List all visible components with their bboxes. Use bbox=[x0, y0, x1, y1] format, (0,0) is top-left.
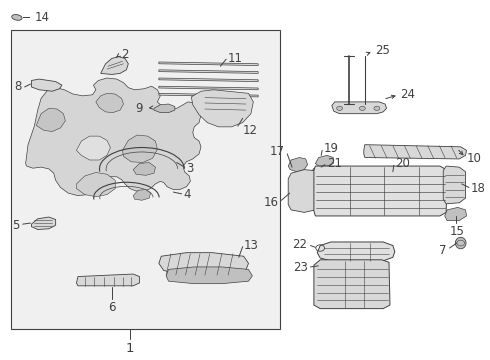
Polygon shape bbox=[159, 93, 258, 97]
Text: 8: 8 bbox=[14, 80, 22, 94]
Polygon shape bbox=[159, 62, 258, 66]
Polygon shape bbox=[154, 104, 175, 113]
Polygon shape bbox=[288, 158, 308, 172]
Text: 15: 15 bbox=[449, 225, 464, 238]
Polygon shape bbox=[25, 78, 201, 195]
Polygon shape bbox=[76, 172, 115, 197]
Text: 12: 12 bbox=[243, 124, 258, 137]
Text: 5: 5 bbox=[12, 219, 20, 232]
Polygon shape bbox=[288, 170, 316, 212]
Text: 7: 7 bbox=[439, 244, 446, 257]
Text: 1: 1 bbox=[125, 342, 134, 355]
Polygon shape bbox=[364, 145, 466, 159]
Polygon shape bbox=[96, 93, 123, 113]
Polygon shape bbox=[76, 136, 110, 160]
Ellipse shape bbox=[12, 15, 22, 20]
Text: 14: 14 bbox=[34, 11, 49, 24]
Text: 17: 17 bbox=[270, 145, 285, 158]
Polygon shape bbox=[159, 253, 248, 276]
Polygon shape bbox=[311, 166, 332, 177]
Text: 25: 25 bbox=[375, 44, 391, 57]
Text: 21: 21 bbox=[327, 157, 342, 170]
Polygon shape bbox=[445, 207, 466, 221]
Polygon shape bbox=[318, 242, 395, 261]
Text: 23: 23 bbox=[293, 261, 308, 274]
Circle shape bbox=[374, 106, 380, 111]
Polygon shape bbox=[166, 267, 252, 284]
Polygon shape bbox=[159, 86, 258, 90]
Text: 10: 10 bbox=[466, 152, 481, 166]
Polygon shape bbox=[443, 166, 465, 204]
Text: 2: 2 bbox=[122, 48, 129, 60]
Polygon shape bbox=[101, 57, 128, 75]
Text: 18: 18 bbox=[470, 182, 485, 195]
Text: 13: 13 bbox=[244, 239, 259, 252]
Circle shape bbox=[337, 106, 343, 111]
Text: 3: 3 bbox=[187, 162, 194, 175]
Polygon shape bbox=[314, 260, 390, 309]
Text: 20: 20 bbox=[395, 157, 410, 170]
Text: 19: 19 bbox=[323, 143, 339, 156]
Text: 6: 6 bbox=[108, 301, 116, 315]
Polygon shape bbox=[191, 90, 253, 127]
Text: 16: 16 bbox=[264, 196, 278, 209]
Circle shape bbox=[360, 106, 365, 111]
Text: 24: 24 bbox=[401, 88, 416, 101]
Polygon shape bbox=[159, 70, 258, 73]
Ellipse shape bbox=[455, 237, 466, 249]
Polygon shape bbox=[36, 108, 65, 131]
Polygon shape bbox=[133, 162, 155, 175]
Polygon shape bbox=[316, 156, 333, 166]
Circle shape bbox=[318, 264, 325, 268]
Polygon shape bbox=[332, 102, 387, 114]
Polygon shape bbox=[31, 217, 56, 229]
Polygon shape bbox=[314, 166, 447, 216]
Text: 22: 22 bbox=[293, 238, 308, 251]
Text: 4: 4 bbox=[183, 188, 191, 201]
Text: 11: 11 bbox=[228, 52, 243, 65]
Polygon shape bbox=[159, 78, 258, 82]
Polygon shape bbox=[76, 274, 140, 286]
Polygon shape bbox=[122, 135, 157, 162]
Bar bbox=[11, 30, 280, 329]
Text: 9: 9 bbox=[135, 102, 143, 115]
Polygon shape bbox=[133, 190, 150, 200]
Polygon shape bbox=[31, 79, 62, 91]
